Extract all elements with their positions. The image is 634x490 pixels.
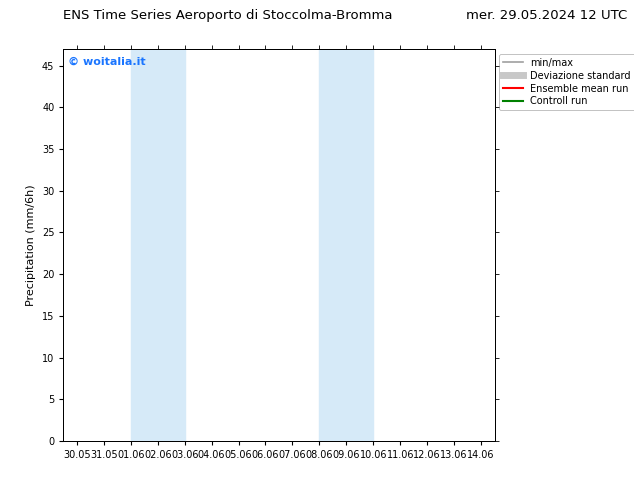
Text: mer. 29.05.2024 12 UTC: mer. 29.05.2024 12 UTC bbox=[467, 9, 628, 22]
Text: ENS Time Series Aeroporto di Stoccolma-Bromma: ENS Time Series Aeroporto di Stoccolma-B… bbox=[63, 9, 393, 22]
Text: © woitalia.it: © woitalia.it bbox=[68, 57, 145, 67]
Bar bbox=[131, 49, 184, 441]
Legend: min/max, Deviazione standard, Ensemble mean run, Controll run: min/max, Deviazione standard, Ensemble m… bbox=[500, 54, 634, 110]
Bar bbox=[320, 49, 373, 441]
Y-axis label: Precipitation (mm/6h): Precipitation (mm/6h) bbox=[27, 184, 36, 306]
